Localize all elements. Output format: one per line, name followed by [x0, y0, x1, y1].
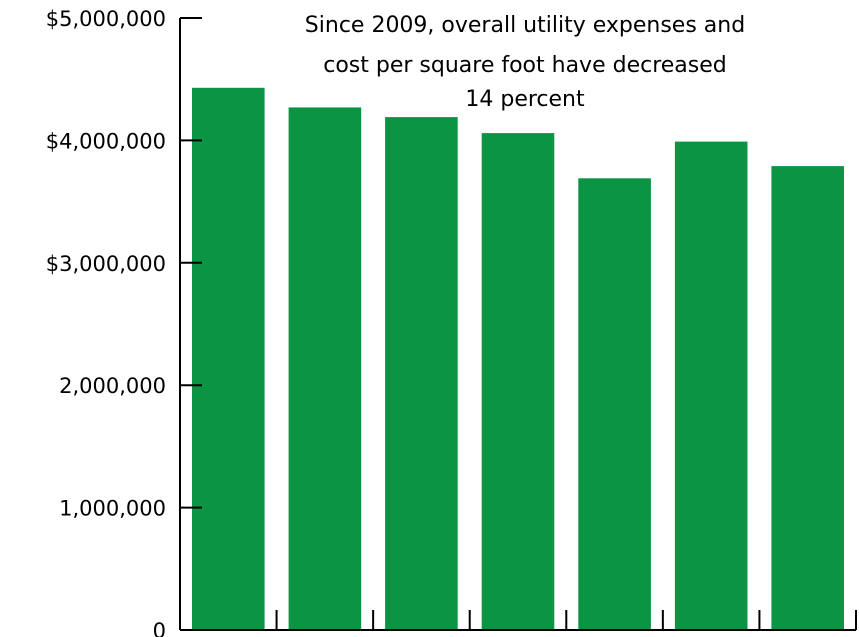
y-tick-label-2: 2,000,000 — [59, 374, 166, 398]
bar-6 — [674, 141, 748, 630]
y-tick-label-3: $3,000,000 — [46, 252, 166, 276]
bar-1 — [192, 87, 265, 631]
bars-group — [192, 87, 844, 631]
bar-4 — [481, 133, 555, 630]
annotation-line-3: 14 percent — [465, 87, 585, 112]
x-ticks-group — [275, 610, 857, 630]
y-tick-label-5: $5,000,000 — [46, 7, 166, 31]
bar-2 — [288, 107, 362, 630]
annotation-line-2: cost per square foot have decreased — [323, 53, 727, 78]
y-tick-label-1: 1,000,000 — [59, 497, 166, 521]
bar-7 — [771, 166, 844, 630]
annotation-line-1: Since 2009, overall utility expenses and — [305, 13, 745, 38]
y-tick-label-4: $4,000,000 — [46, 129, 166, 153]
y-tick-label-0: 0 — [153, 619, 166, 637]
y-ticks-group: 0 1,000,000 2,000,000 $3,000,000 $4,000,000 $… — [46, 7, 202, 637]
bar-3 — [385, 117, 458, 631]
chart-annotation: Since 2009, overall utility expenses and… — [305, 13, 745, 112]
bar-5 — [578, 178, 651, 631]
axes-group — [179, 18, 856, 631]
